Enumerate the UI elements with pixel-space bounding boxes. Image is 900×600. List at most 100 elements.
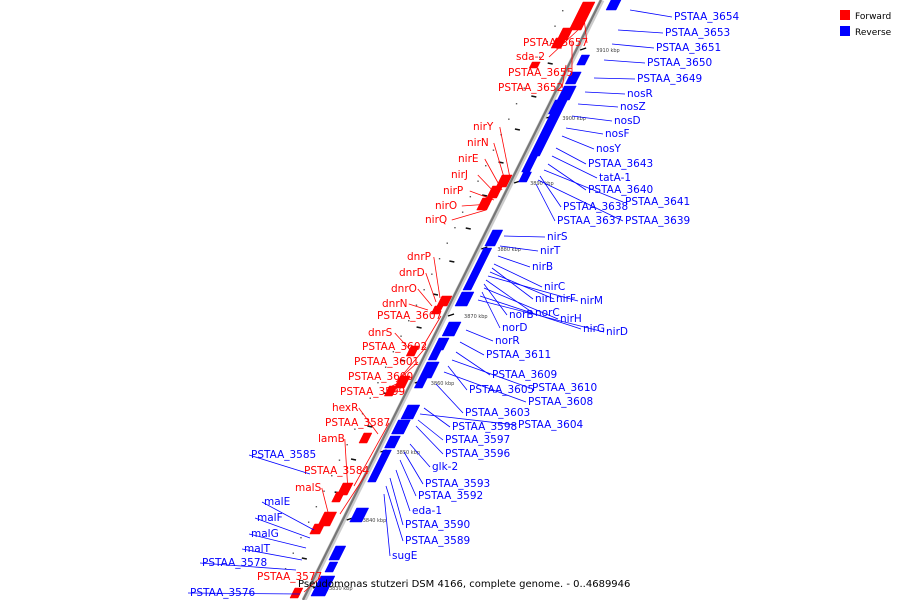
tick-label: 3840 kbp bbox=[363, 518, 387, 524]
gene-label: nirE bbox=[458, 153, 479, 165]
gene-leader-line bbox=[421, 315, 442, 349]
tick-dash bbox=[367, 425, 373, 428]
gene-block bbox=[331, 491, 346, 503]
gene-leader-line bbox=[459, 341, 485, 356]
gene-label: PSTAA_3578 bbox=[202, 557, 267, 569]
gene-label: nirO bbox=[435, 200, 457, 212]
gene-leader-line bbox=[447, 365, 468, 391]
genome-backbone bbox=[301, 0, 605, 600]
gene-label: nosZ bbox=[620, 101, 646, 113]
gene-leader-line bbox=[395, 361, 419, 383]
gene-leader-line bbox=[499, 245, 539, 252]
tick-dot bbox=[300, 537, 302, 539]
gene-leader-line bbox=[461, 203, 491, 207]
tick-label: 3850 kbp bbox=[396, 450, 420, 456]
gene-leader-line bbox=[241, 548, 303, 561]
tick-dash bbox=[400, 359, 406, 362]
tick-dot bbox=[315, 506, 318, 508]
tick-dot bbox=[292, 552, 294, 554]
gene-label: PSTAA_3587 bbox=[325, 417, 390, 429]
gene-label: PSTAA_3598 bbox=[452, 421, 517, 433]
tick-dash bbox=[465, 227, 471, 230]
gene-label: PSTAA_3651 bbox=[656, 42, 721, 54]
gene-label: PSTAA_3584 bbox=[304, 465, 370, 477]
gene-leader-line bbox=[419, 413, 517, 426]
gene-label: nirD bbox=[606, 326, 628, 338]
tick-dash bbox=[547, 62, 553, 65]
gene-label: malT bbox=[244, 543, 271, 555]
gene-block bbox=[525, 155, 538, 165]
gene-leader-line bbox=[451, 209, 487, 221]
gene-block bbox=[367, 469, 382, 483]
gene-label: PSTAA_3590 bbox=[405, 519, 470, 531]
gene-label: glk-2 bbox=[432, 461, 458, 473]
gene-leader-line bbox=[465, 329, 494, 342]
gene-leader-line bbox=[254, 517, 311, 539]
gene-block bbox=[432, 337, 450, 351]
tick-dot bbox=[554, 25, 556, 27]
gene-label: PSTAA_3576 bbox=[190, 587, 256, 599]
gene-label: dnrP bbox=[407, 251, 431, 263]
gene-block bbox=[317, 511, 338, 527]
gene-leader-line bbox=[469, 190, 495, 201]
tick-dot bbox=[400, 335, 402, 337]
gene-label: nirG bbox=[583, 323, 605, 335]
gene-leader-line bbox=[539, 175, 562, 208]
gene-label: PSTAA_3592 bbox=[418, 490, 483, 502]
gene-leader-line bbox=[248, 454, 311, 475]
tick-dot bbox=[538, 56, 541, 58]
gene-leader-line bbox=[443, 371, 527, 403]
gene-label: PSTAA_3605 bbox=[469, 384, 534, 396]
tick-dot bbox=[461, 211, 464, 213]
gene-leader-line bbox=[399, 346, 427, 379]
gene-label: norB bbox=[509, 309, 534, 321]
gene-leader-line bbox=[485, 279, 534, 314]
tick-dot bbox=[546, 41, 549, 43]
legend-swatch-reverse bbox=[840, 26, 850, 36]
gene-label: PSTAA_3607 bbox=[377, 310, 442, 322]
gene-block bbox=[556, 85, 577, 101]
tick-dash bbox=[432, 293, 439, 296]
gene-block bbox=[564, 71, 582, 85]
gene-leader-line bbox=[339, 470, 369, 515]
gene-label: PSTAA_3600 bbox=[348, 371, 413, 383]
gene-leader-line bbox=[491, 267, 534, 300]
gene-label: nirT bbox=[540, 245, 561, 257]
tick-label: 3890 kbp bbox=[530, 181, 554, 187]
gene-leader-line bbox=[417, 419, 444, 441]
tick-dot bbox=[415, 304, 418, 306]
forward-gene-track bbox=[289, 1, 596, 599]
gene-block bbox=[309, 523, 326, 535]
gene-label: malG bbox=[251, 528, 279, 540]
tick-dot bbox=[431, 273, 433, 275]
tick-dot bbox=[338, 459, 341, 461]
gene-leader-line bbox=[577, 103, 619, 108]
gene-block bbox=[405, 345, 420, 357]
gene-leader-line bbox=[583, 17, 588, 44]
tick-dot bbox=[562, 10, 564, 12]
gene-leader-line bbox=[561, 64, 567, 89]
gene-leader-line bbox=[483, 283, 508, 316]
gene-block bbox=[349, 507, 370, 523]
gene-label: nosR bbox=[627, 88, 653, 100]
gene-label: PSTAA_3657 bbox=[523, 37, 588, 49]
tick-dot bbox=[354, 428, 356, 430]
gene-label: nirL bbox=[535, 293, 555, 305]
gene-leader-line bbox=[479, 295, 582, 330]
gene-leader-line bbox=[497, 255, 531, 268]
gene-leader-line bbox=[408, 303, 429, 311]
gene-label: nirP bbox=[443, 185, 463, 197]
gene-block bbox=[576, 54, 591, 66]
gene-label: PSTAA_3609 bbox=[492, 369, 557, 381]
gene-label: PSTAA_3643 bbox=[588, 158, 653, 170]
gene-label: PSTAA_3602 bbox=[362, 341, 427, 353]
gene-label: malS bbox=[295, 482, 322, 494]
gene-leader-line bbox=[617, 29, 664, 34]
gene-label: nirQ bbox=[425, 214, 447, 226]
gene-block bbox=[521, 163, 534, 173]
gene-label: hexR bbox=[332, 402, 358, 414]
gene-block bbox=[391, 419, 411, 435]
gene-leader-line bbox=[261, 501, 315, 531]
tick-dash bbox=[514, 128, 521, 131]
gene-leader-line bbox=[199, 562, 297, 571]
